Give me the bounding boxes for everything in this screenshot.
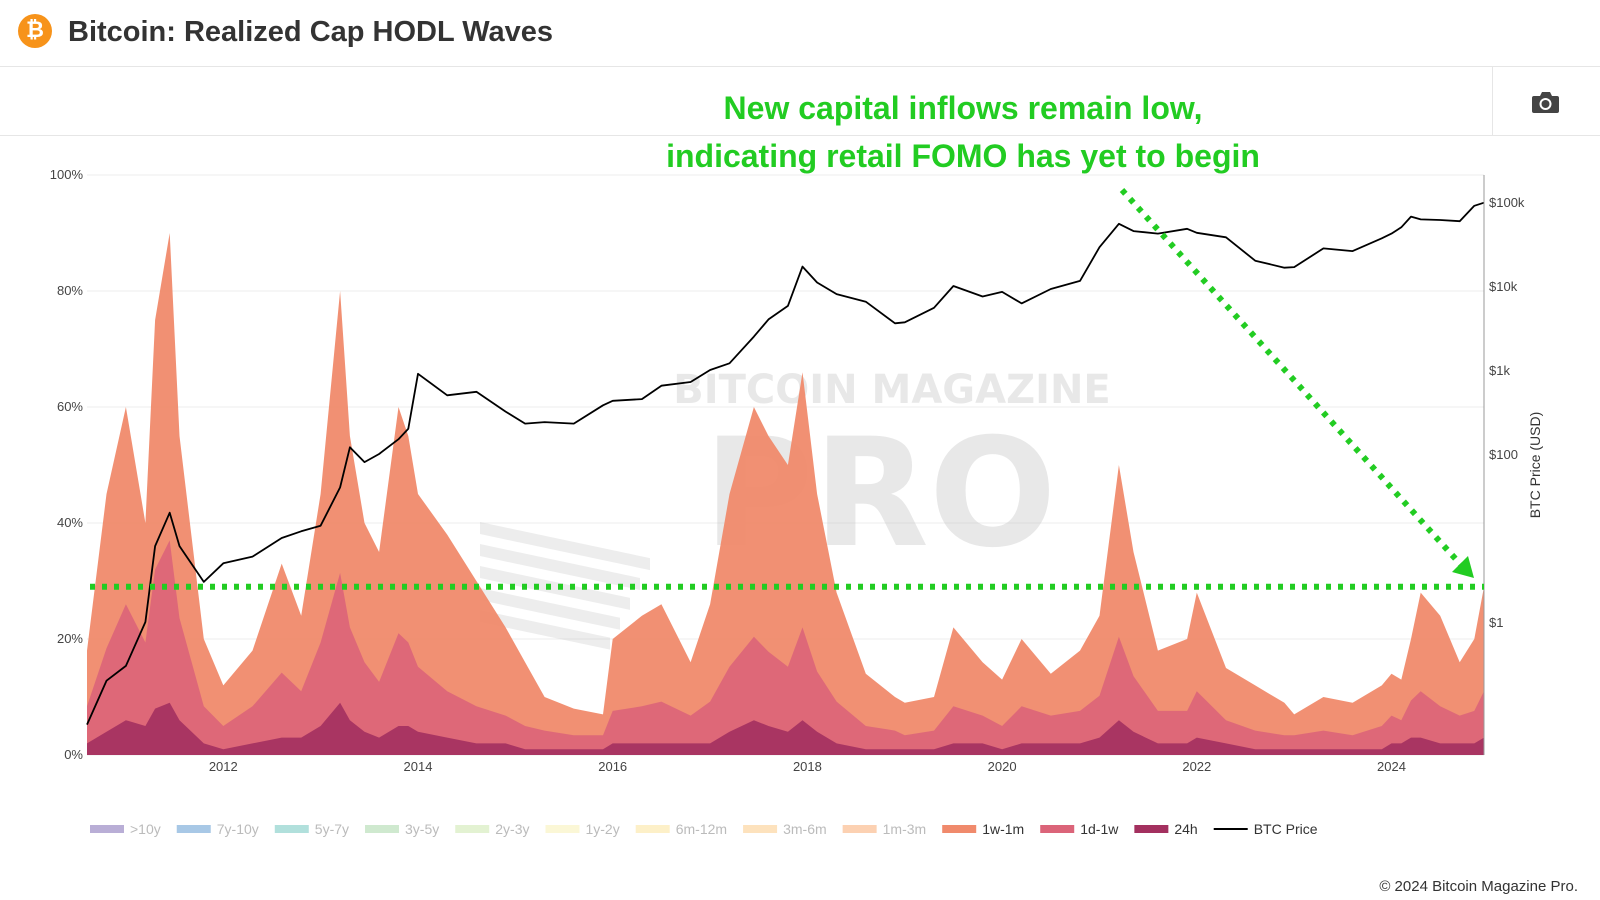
- y-tick-label: 80%: [57, 283, 83, 298]
- legend-item[interactable]: 1y-2y: [585, 821, 619, 837]
- y-tick-label: 40%: [57, 515, 83, 530]
- y-tick-label: 0%: [64, 747, 83, 762]
- x-tick-label: 2022: [1182, 759, 1211, 774]
- area-1d-1w: [87, 540, 1484, 755]
- legend-item[interactable]: 1m-3m: [883, 821, 927, 837]
- x-tick-label: 2018: [793, 759, 822, 774]
- y2-tick-label: $100: [1489, 447, 1518, 462]
- area-1w-1m: [87, 233, 1484, 755]
- watermark-stripe: [480, 610, 610, 650]
- x-tick-label: 2024: [1377, 759, 1406, 774]
- y-tick-label: 60%: [57, 399, 83, 414]
- legend-item[interactable]: 3y-5y: [405, 821, 439, 837]
- x-tick-label: 2014: [404, 759, 433, 774]
- y2-axis-title: BTC Price (USD): [1527, 412, 1543, 519]
- y2-tick-label: $10k: [1489, 279, 1518, 294]
- legend-swatch: [1040, 825, 1075, 833]
- y2-tick-label: $100k: [1489, 195, 1525, 210]
- x-tick-label: 2012: [209, 759, 238, 774]
- btc-price-line: [86, 201, 1485, 725]
- trend-arrow-head: [1452, 556, 1474, 578]
- y2-tick-label: $1k: [1489, 363, 1510, 378]
- legend-swatch: [842, 825, 877, 833]
- annotation-line1: New capital inflows remain low,: [724, 90, 1203, 126]
- legend-item[interactable]: 24h: [1174, 821, 1197, 837]
- watermark-stripe: [480, 544, 640, 591]
- annotation-line2: indicating retail FOMO has yet to begin: [666, 138, 1260, 174]
- bitcoin-logo-icon: ₿: [18, 14, 52, 48]
- legend-swatch: [274, 825, 309, 833]
- copyright-text: © 2024 Bitcoin Magazine Pro.: [1379, 878, 1578, 895]
- legend-swatch: [365, 825, 400, 833]
- chart-toolbar: [0, 67, 1600, 136]
- legend-swatch: [942, 825, 977, 833]
- x-tick-label: 2016: [598, 759, 627, 774]
- area-24h: [87, 702, 1484, 755]
- legend-swatch: [1134, 825, 1169, 833]
- watermark-stripe: [480, 588, 620, 630]
- legend-item[interactable]: 5y-7y: [315, 821, 349, 837]
- trend-arrow-line: [1119, 187, 1465, 569]
- legend-item[interactable]: BTC Price: [1254, 821, 1318, 837]
- watermark-stripe: [480, 566, 630, 610]
- legend-swatch: [455, 825, 490, 833]
- legend-swatch: [743, 825, 778, 833]
- legend-item[interactable]: 2y-3y: [495, 821, 529, 837]
- legend-item[interactable]: >10y: [130, 821, 161, 837]
- legend-swatch: [545, 825, 580, 833]
- legend-item[interactable]: 1d-1w: [1080, 821, 1119, 837]
- camera-icon[interactable]: [1530, 89, 1560, 115]
- page-title: Bitcoin: Realized Cap HODL Waves: [68, 16, 554, 48]
- toolbar-divider: [1492, 67, 1493, 135]
- x-tick-label: 2020: [988, 759, 1017, 774]
- legend-item[interactable]: 6m-12m: [676, 821, 727, 837]
- legend-item[interactable]: 1w-1m: [982, 821, 1024, 837]
- legend-swatch: [176, 825, 211, 833]
- y-tick-label: 20%: [57, 631, 83, 646]
- y-tick-label: 100%: [50, 167, 84, 182]
- page-header: ₿ Bitcoin: Realized Cap HODL Waves: [0, 0, 1600, 67]
- watermark-stripe: [480, 522, 650, 571]
- legend-swatch: [635, 825, 670, 833]
- legend-item[interactable]: 7y-10y: [217, 821, 259, 837]
- watermark-line1: BITCOIN MAGAZINE: [673, 367, 1111, 413]
- legend-swatch: [90, 825, 124, 833]
- legend-item[interactable]: 3m-6m: [783, 821, 827, 837]
- y2-tick-label: $1: [1489, 615, 1503, 630]
